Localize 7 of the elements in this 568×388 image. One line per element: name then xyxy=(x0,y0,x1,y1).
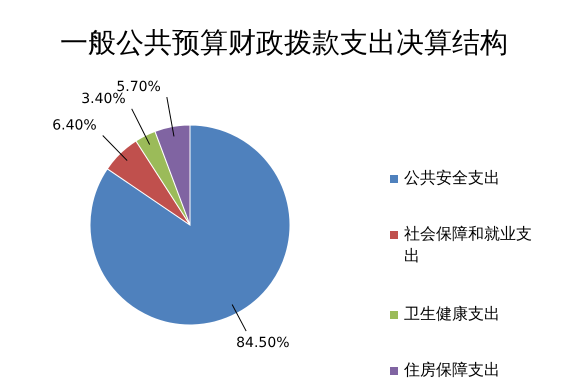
chart-title: 一般公共预算财政拨款支出决算结构 xyxy=(60,26,508,59)
legend-label: 住房保障支出 xyxy=(403,360,500,379)
legend-label: 社会保障和就业支出 xyxy=(404,224,532,265)
data-label: 6.40% xyxy=(52,118,97,134)
legend-label: 卫生健康支出 xyxy=(404,304,500,323)
legend-label: 公共安全支出 xyxy=(404,168,500,187)
data-label: 84.50% xyxy=(236,335,290,352)
